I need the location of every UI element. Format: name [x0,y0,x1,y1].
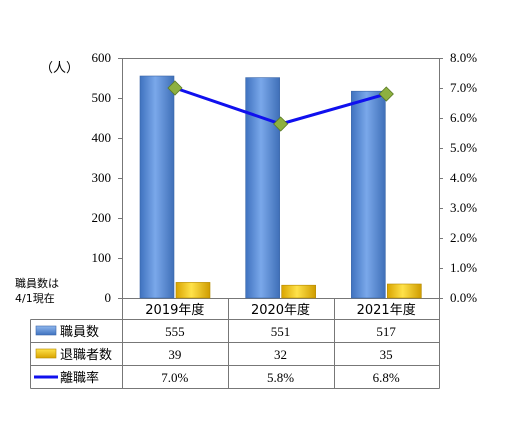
right-tick-label: 4.0% [450,170,477,185]
bar-series [139,75,422,299]
category-labels: 2019年度 2020年度 2021年度 [145,302,415,318]
category-label: 2019年度 [145,302,204,318]
right-axis-ticks: 0.0% 1.0% 2.0% 3.0% 4.0% 5.0% 6.0% 7.0% 8.0% [439,50,477,305]
left-axis-ticks: 0 100 200 300 400 500 600 [92,50,122,305]
category-label: 2020年度 [251,302,310,318]
axis-note-line-2: 4/1現在 [15,292,55,305]
rate-point-marker [167,80,183,96]
right-tick-label: 0.0% [450,290,477,305]
table-cell-value: 551 [271,324,291,339]
retiree-count-bar [387,283,422,299]
table-cell-value: 32 [274,347,287,362]
staff-count-bar [139,75,175,299]
right-tick-label: 1.0% [450,260,477,275]
table-cell-value: 35 [380,347,393,362]
table-cell-value: 6.8% [373,370,400,385]
right-tick-label: 2.0% [450,230,477,245]
rate-line-series [167,80,394,132]
table-cell-value: 39 [168,347,181,362]
right-tick-label: 3.0% [450,200,477,215]
right-tick-label: 7.0% [450,80,477,95]
right-tick-label: 5.0% [450,140,477,155]
rate-point-marker [378,86,394,102]
rate-point-marker [273,116,289,132]
axis-note-line-1: 職員数は [15,277,59,290]
retiree-count-bar [281,284,316,299]
left-tick-label: 500 [92,90,112,105]
retiree-count-bar [175,282,211,299]
legend-swatch [35,325,57,336]
right-tick-label: 8.0% [450,50,477,65]
legend-series-name: 離職率 [60,370,99,386]
left-tick-label: 600 [92,50,112,65]
category-label: 2021年度 [357,302,416,318]
table-cell-value: 5.8% [267,370,294,385]
left-tick-label: 0 [105,290,112,305]
left-tick-label: 300 [92,170,112,185]
data-table: 職員数 555 551 517 退職者数 39 32 35 離職率 7.0% 5.8% 6.8% [34,324,400,386]
legend-series-name: 職員数 [60,325,99,340]
left-tick-label: 100 [92,250,112,265]
left-tick-label: 200 [92,210,112,225]
legend-series-name: 退職者数 [60,348,112,363]
legend-swatch [35,348,57,359]
staff-count-bar [351,90,386,299]
left-tick-label: 400 [92,130,112,145]
staff-count-bar [245,77,280,299]
table-cell-value: 555 [165,324,185,339]
table-cell-value: 517 [376,324,396,339]
left-axis-unit-label: （人） [40,61,79,76]
table-cell-value: 7.0% [161,370,188,385]
plot-frame [30,58,440,389]
right-tick-label: 6.0% [450,110,477,125]
